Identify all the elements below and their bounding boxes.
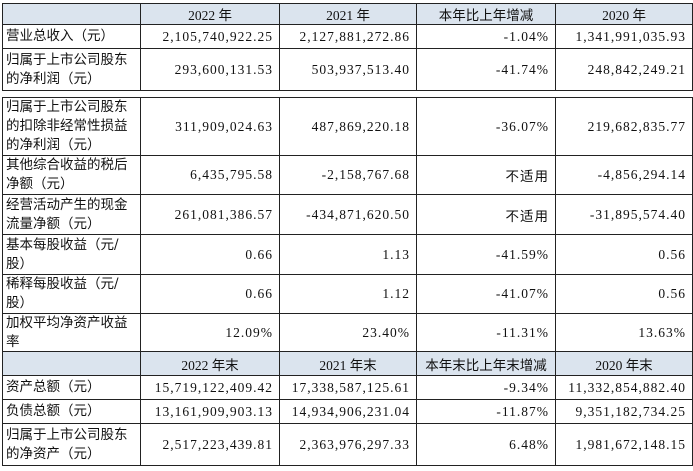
cell-value: -36.07% (416, 97, 556, 156)
cell-value: 2,517,223,439.81 (140, 423, 280, 466)
cell-value: -4,856,294.14 (555, 155, 693, 195)
cell-value: -41.59% (416, 234, 556, 275)
cell-value: -434,871,620.50 (279, 194, 417, 235)
row-label: 归属于上市公司股东的净利润（元） (2, 48, 141, 91)
cell-value: 0.66 (140, 274, 280, 314)
cell-value: 13.63% (555, 313, 693, 353)
table-row: 其他综合收益的税后净额（元） 6,435,795.58 -2,158,767.68 不… (2, 155, 693, 195)
row-label: 归属于上市公司股东的净资产（元） (2, 423, 141, 466)
cell-value: 487,869,220.18 (279, 97, 417, 156)
cell-value: 14,934,906,231.04 (279, 399, 417, 424)
header-cell (2, 351, 141, 376)
row-label: 其他综合收益的税后净额（元） (2, 155, 141, 195)
cell-value: 0.56 (555, 274, 693, 314)
header-cell: 本年末比上年末增减 (416, 351, 556, 376)
cell-value: 23.40% (279, 313, 417, 353)
cell-value: -11.31% (416, 313, 556, 353)
cell-value: -41.74% (416, 48, 556, 91)
cell-value: 248,842,249.21 (555, 48, 693, 91)
table-row: 经营活动产生的现金流量净额（元） 261,081,386.57 -434,871,6… (2, 194, 693, 235)
table-row: 归属于上市公司股东的净利润（元） 293,600,131.53 503,937,51… (2, 48, 693, 91)
header-cell: 2022 年末 (140, 351, 280, 376)
table-row: 资产总额（元） 15,719,122,409.42 17,338,587,125.6… (2, 375, 693, 400)
cell-value: 1.13 (279, 234, 417, 275)
header-row: 2022 年 2021 年本年比上年增减 2020 年 (2, 3, 693, 25)
cell-value: -1.04% (416, 24, 556, 49)
header-cell: 2020 年末 (555, 351, 693, 376)
data-table: 2022 年末 2021 年末 本年末比上年末增减 2020 年末 资产总额（元） 15,… (2, 351, 693, 466)
row-label: 归属于上市公司股东的扣除非经常性损益的净利润（元） (2, 97, 141, 156)
cell-value: 6.48% (416, 423, 556, 466)
table-row: 归属于上市公司股东的扣除非经常性损益的净利润（元） 311,909,024.63 4… (2, 97, 693, 156)
cell-value: 6,435,795.58 (140, 155, 280, 195)
cell-value: 503,937,513.40 (279, 48, 417, 91)
cell-value: -31,895,574.40 (555, 194, 693, 235)
cell-value: 不适用 (416, 194, 556, 235)
cell-value: 293,600,131.53 (140, 48, 280, 91)
table-row: 稀释每股收益（元/股） 0.66 1.12 -41.07% 0.56 (2, 274, 693, 314)
cell-value: 13,161,909,903.13 (140, 399, 280, 424)
row-label: 经营活动产生的现金流量净额（元） (2, 194, 141, 235)
cell-value: -11.87% (416, 399, 556, 424)
table-row: 负债总额（元） 13,161,909,903.13 14,934,906,231.0… (2, 399, 693, 424)
row-label: 加权平均净资产收益率 (2, 313, 141, 353)
cell-value: 15,719,122,409.42 (140, 375, 280, 400)
table-row: 营业总收入（元） 2,105,740,922.25 2,127,881,272.86… (2, 24, 693, 49)
cell-value: 0.66 (140, 234, 280, 275)
row-label: 资产总额（元） (2, 375, 141, 400)
cell-value: 1,981,672,148.15 (555, 423, 693, 466)
row-label: 营业总收入（元） (2, 24, 141, 49)
row-label: 稀释每股收益（元/股） (2, 274, 141, 314)
table-row: 加权平均净资产收益率 12.09% 23.40% -11.31% 13.63% (2, 313, 693, 353)
data-table: 2022 年 2021 年本年比上年增减 2020 年营业总收入（元） 2,105,7… (2, 3, 693, 91)
header-cell: 2020 年 (555, 3, 693, 25)
cell-value: 12.09% (140, 313, 280, 353)
cell-value: 11,332,854,882.40 (555, 375, 693, 400)
table-row: 基本每股收益（元/股） 0.66 1.13 -41.59% 0.56 (2, 234, 693, 275)
header-cell: 2021 年 (279, 3, 417, 25)
cell-value: 2,127,881,272.86 (279, 24, 417, 49)
row-label: 负债总额（元） (2, 399, 141, 424)
cell-value: 2,363,976,297.33 (279, 423, 417, 466)
cell-value: 261,081,386.57 (140, 194, 280, 235)
cell-value: 311,909,024.63 (140, 97, 280, 156)
header-cell: 2022 年 (140, 3, 280, 25)
cell-value: 9,351,182,734.25 (555, 399, 693, 424)
header-row: 2022 年末 2021 年末 本年末比上年末增减 2020 年末 (2, 351, 693, 376)
cell-value: -41.07% (416, 274, 556, 314)
data-table: 归属于上市公司股东的扣除非经常性损益的净利润（元） 311,909,024.63 4… (2, 97, 693, 353)
header-cell (2, 3, 141, 25)
cell-value: -2,158,767.68 (279, 155, 417, 195)
cell-value: 1.12 (279, 274, 417, 314)
header-cell: 2021 年末 (279, 351, 417, 376)
cell-value: 219,682,835.77 (555, 97, 693, 156)
row-label: 基本每股收益（元/股） (2, 234, 141, 275)
cell-value: 17,338,587,125.61 (279, 375, 417, 400)
cell-value: 0.56 (555, 234, 693, 275)
table-row: 归属于上市公司股东的净资产（元） 2,517,223,439.81 2,363,97… (2, 423, 693, 466)
cell-value: 1,341,991,035.93 (555, 24, 693, 49)
cell-value: 不适用 (416, 155, 556, 195)
header-cell: 本年比上年增减 (416, 3, 556, 25)
cell-value: -9.34% (416, 375, 556, 400)
cell-value: 2,105,740,922.25 (140, 24, 280, 49)
